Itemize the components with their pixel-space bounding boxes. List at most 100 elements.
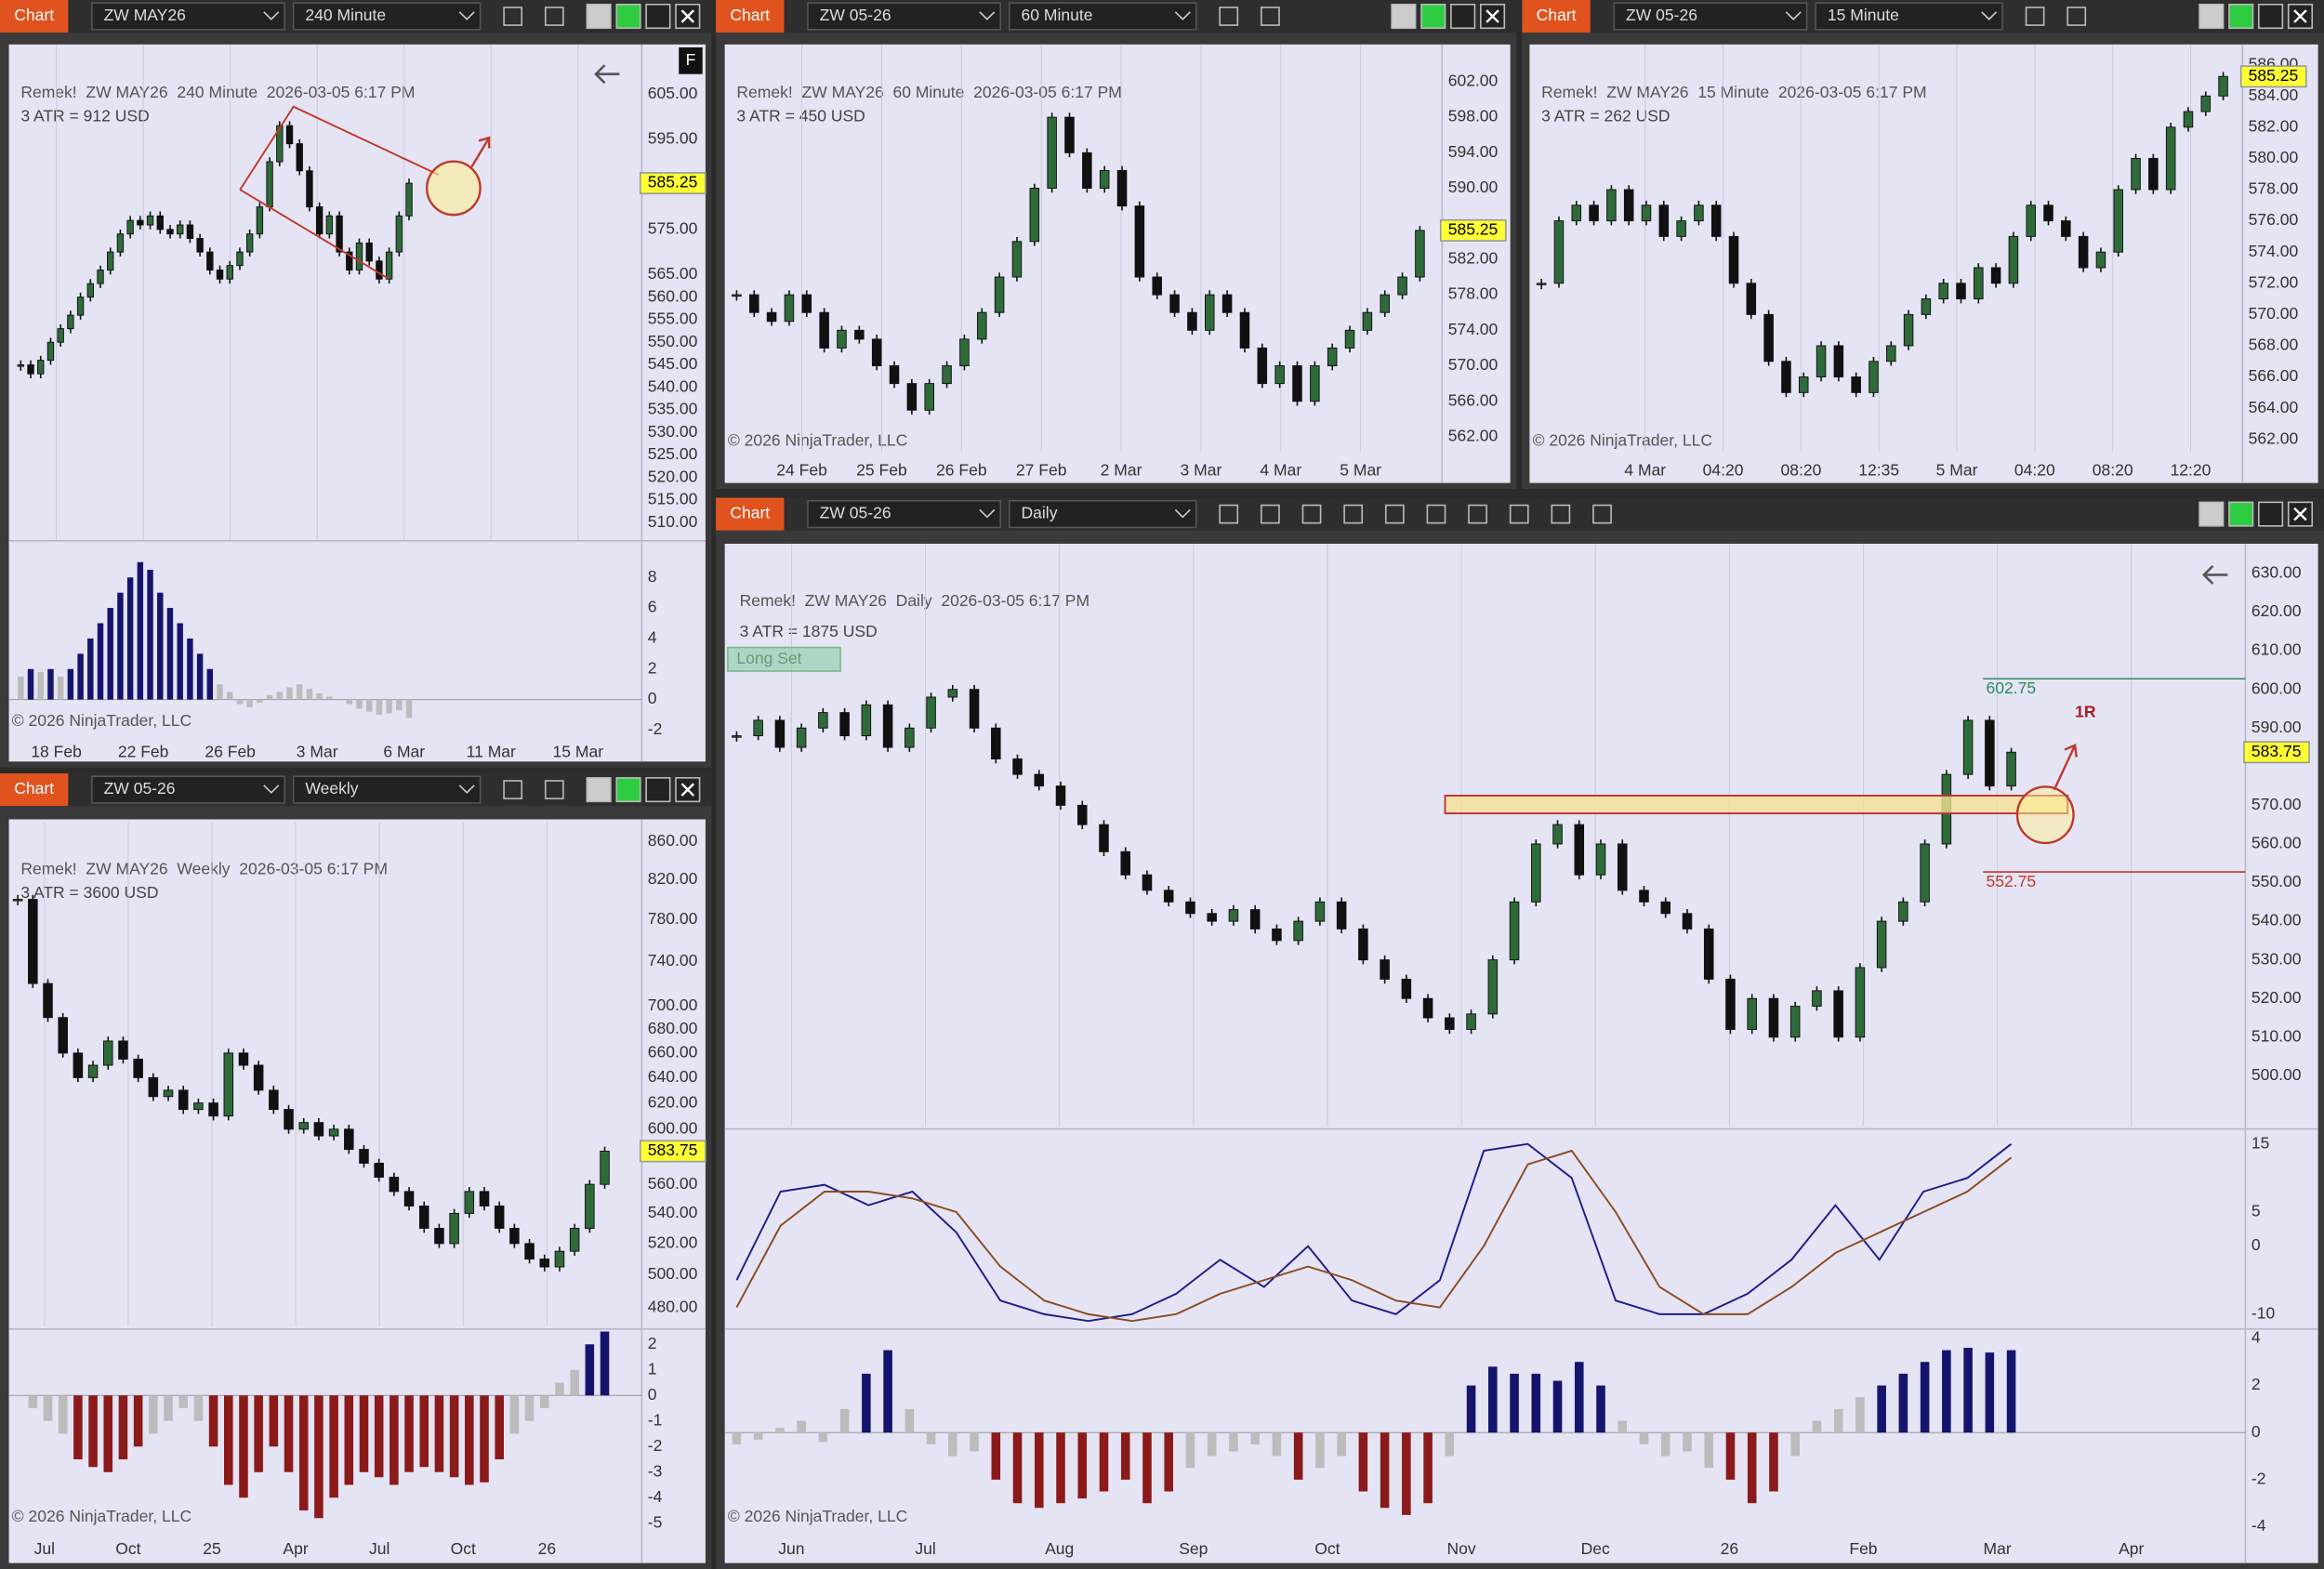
indicator-tick-label: 2 [648, 658, 657, 677]
tool-icon[interactable] [1301, 504, 1322, 524]
histogram-bar [1920, 1362, 1930, 1433]
date-label: Oct [115, 1539, 140, 1558]
last-price-marker [2243, 741, 2310, 764]
tool-icon[interactable] [1551, 504, 1571, 524]
instrument-dropdown[interactable] [91, 775, 285, 804]
price-tick-label: 605.00 [648, 84, 698, 102]
date-label: 5 Mar [1936, 461, 1978, 480]
window-button[interactable] [615, 777, 641, 803]
last-price-label: 583.75 [648, 1140, 698, 1159]
window-button[interactable] [645, 777, 671, 803]
date-label: Jul [34, 1539, 55, 1558]
instrument-dropdown[interactable] [1613, 2, 1808, 31]
histogram-bar [236, 699, 244, 705]
interval-dropdown[interactable] [292, 2, 482, 31]
window-button[interactable] [1450, 3, 1476, 30]
last-price-label: 585.25 [648, 173, 698, 191]
window-button[interactable] [1420, 3, 1446, 30]
candle-body [27, 363, 34, 375]
price-tick-label: 582.00 [2249, 116, 2299, 135]
date-label: 26 [538, 1539, 556, 1558]
histogram-bar [164, 1395, 173, 1421]
back-arrow [594, 64, 620, 85]
window-button[interactable] [2199, 501, 2225, 527]
window-button[interactable] [2228, 501, 2254, 527]
date-label: Dec [1581, 1539, 1610, 1558]
interval-text: 240 Minute [305, 6, 386, 24]
histogram-bar [306, 689, 313, 700]
tool-icon[interactable] [1343, 504, 1364, 524]
indicator-tick-label: -4 [648, 1487, 663, 1506]
instrument-dropdown[interactable] [91, 2, 285, 31]
date-label: 04:20 [1703, 461, 1744, 480]
candle-body [1336, 901, 1347, 930]
oscillator-tick-label: 15 [2251, 1133, 2269, 1152]
tool-icon[interactable] [1384, 504, 1405, 524]
interval-dropdown[interactable] [1008, 2, 1197, 31]
histogram-bar [386, 699, 392, 714]
tool-icon[interactable] [1468, 504, 1487, 524]
candle-body [405, 182, 413, 217]
copyright: © 2026 NinjaTrader, LLC [1533, 431, 1712, 450]
candle-body [1855, 967, 1866, 1038]
instrument-dropdown[interactable] [807, 2, 1002, 31]
interval-dropdown[interactable] [1008, 499, 1197, 529]
window-button[interactable] [586, 3, 612, 30]
candle-body [1886, 345, 1896, 363]
histogram-bar [732, 1432, 742, 1444]
interval-dropdown[interactable] [1815, 2, 2003, 31]
candle-body [994, 276, 1005, 313]
tool-icon[interactable] [544, 7, 564, 26]
histogram-bar [926, 1432, 936, 1444]
window-button[interactable] [645, 3, 671, 30]
histogram-bar [797, 1420, 806, 1433]
candle-body [1401, 978, 1412, 999]
histogram-bar [18, 676, 24, 700]
histogram-bar [1704, 1432, 1714, 1469]
candle-body [266, 161, 273, 208]
tool-icon[interactable] [1261, 7, 1280, 26]
tool-icon[interactable] [2067, 7, 2087, 26]
tool-icon[interactable] [1426, 504, 1446, 524]
tool-icon[interactable] [1509, 504, 1529, 524]
histogram-bar [839, 1408, 850, 1433]
candle-body [1553, 220, 1565, 284]
tool-icon[interactable] [2025, 7, 2045, 26]
indicator-tick-label: 2 [2251, 1375, 2261, 1393]
window-button[interactable] [2228, 3, 2254, 30]
candle-body [1134, 205, 1145, 278]
histogram-bar [1142, 1432, 1152, 1504]
tool-icon[interactable] [503, 780, 523, 799]
price-tick-label: 515.00 [648, 490, 698, 508]
candle-body [28, 899, 38, 984]
candle-body [1487, 959, 1499, 1015]
interval-dropdown[interactable] [292, 775, 482, 804]
histogram-bar [286, 687, 293, 700]
chart-tab [0, 0, 69, 33]
candle-body [1445, 1017, 1455, 1030]
chart-tab-label: Chart [14, 6, 54, 24]
tool-icon[interactable] [1261, 504, 1280, 524]
window-button[interactable] [586, 777, 612, 803]
badge-box [679, 47, 703, 74]
window-button[interactable] [615, 3, 641, 30]
window-button[interactable] [2199, 3, 2225, 30]
target-arrow [469, 136, 491, 168]
candle-body [1921, 298, 1932, 315]
instrument-dropdown[interactable] [807, 499, 1002, 529]
tool-icon[interactable] [1219, 504, 1239, 524]
window-button[interactable] [2258, 3, 2284, 30]
tool-icon[interactable] [544, 780, 564, 799]
tool-icon[interactable] [1592, 504, 1612, 524]
histogram-bar [316, 693, 323, 700]
window-button[interactable] [1391, 3, 1417, 30]
candle-body [2218, 75, 2228, 97]
window-button[interactable] [2258, 501, 2284, 527]
candle-body [569, 1228, 580, 1252]
tool-icon[interactable] [1219, 7, 1239, 26]
tool-icon[interactable] [503, 7, 523, 26]
histogram-bar [1337, 1432, 1346, 1457]
candle-body [395, 215, 403, 253]
candle-body [1789, 1006, 1801, 1038]
candle-body [346, 251, 353, 271]
